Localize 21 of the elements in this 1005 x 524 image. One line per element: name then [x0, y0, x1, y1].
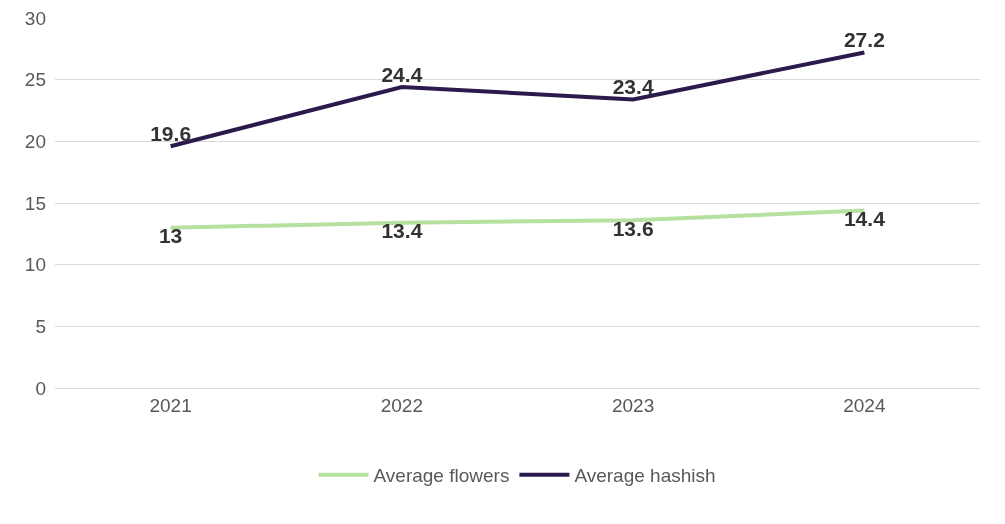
y-tick-label: 15	[24, 192, 46, 214]
y-tick-label: 30	[24, 7, 46, 29]
data-label: 13	[158, 224, 183, 248]
y-tick-label: 5	[35, 315, 46, 337]
data-label: 14.4	[843, 207, 886, 231]
y-tick-label: 10	[24, 254, 46, 276]
data-label: 19.6	[150, 122, 192, 146]
y-tick-label: 20	[24, 130, 46, 152]
data-label: 27.2	[843, 28, 885, 52]
y-tick-label: 0	[35, 377, 46, 399]
x-tick-label: 2023	[611, 394, 655, 416]
data-label: 13.4	[381, 219, 423, 243]
x-tick-label: 2021	[149, 394, 192, 416]
data-label: 13.6	[612, 217, 654, 241]
y-tick-label: 25	[24, 69, 46, 91]
x-tick-label: 2022	[380, 394, 424, 416]
x-tick-label: 2024	[843, 394, 886, 416]
data-label: 23.4	[612, 75, 654, 99]
legend-label: Average flowers	[373, 465, 510, 487]
data-label: 24.4	[381, 62, 423, 86]
legend-label: Average hashish	[574, 465, 716, 487]
